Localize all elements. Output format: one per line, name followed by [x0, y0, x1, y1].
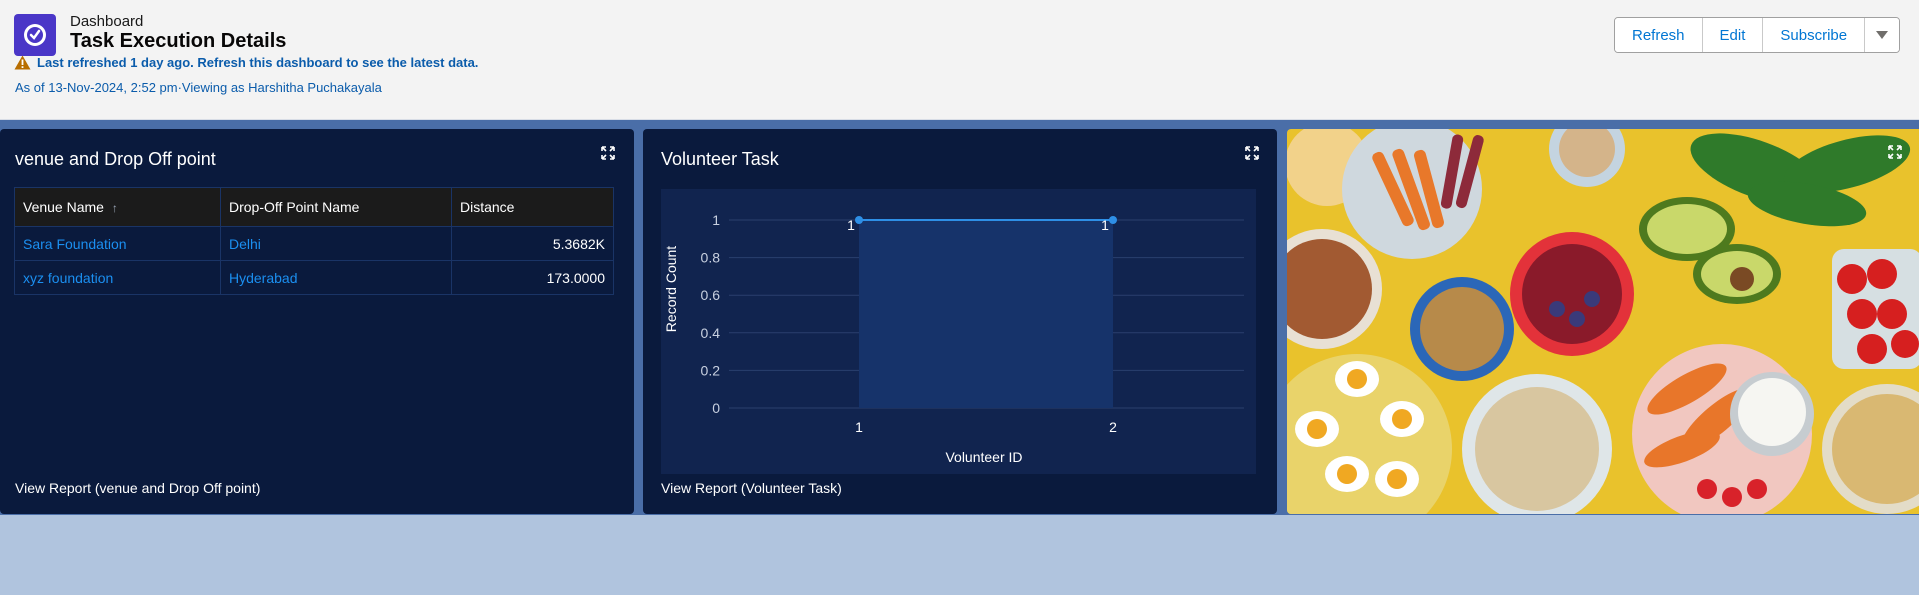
x-tick-label: 2: [1109, 419, 1117, 435]
data-point[interactable]: [855, 216, 863, 224]
header-actions: Refresh Edit Subscribe: [1614, 17, 1901, 53]
y-tick-label: 0.2: [701, 362, 721, 378]
volunteer-task-card: Volunteer Task 1 1 1 0.8 0.6 0.4 0.2 0 1 2 Volu…: [643, 129, 1277, 514]
venue-cell[interactable]: xyz foundation: [14, 260, 221, 295]
dropoff-cell[interactable]: Hyderabad: [220, 260, 452, 295]
x-axis-label: Volunteer ID: [945, 449, 1022, 465]
dashboard-gauge-icon: [14, 14, 56, 56]
expand-icon[interactable]: [1245, 146, 1259, 160]
breadcrumb[interactable]: Dashboard: [70, 13, 144, 30]
distance-cell: 5.3682K: [451, 226, 614, 261]
venue-dropoff-card: venue and Drop Off point Venue Name ↑ Dr…: [0, 129, 634, 514]
data-label: 1: [847, 217, 855, 233]
column-header-dropoff[interactable]: Drop-Off Point Name: [220, 187, 452, 227]
x-tick-label: 1: [855, 419, 863, 435]
refresh-warning: Last refreshed 1 day ago. Refresh this d…: [14, 55, 478, 70]
column-header-distance[interactable]: Distance: [451, 187, 614, 227]
table-row: xyz foundation Hyderabad 173.0000: [14, 260, 614, 295]
warning-icon: [14, 55, 31, 70]
y-axis-label: Record Count: [663, 246, 679, 332]
table-row: Sara Foundation Delhi 5.3682K: [14, 226, 614, 261]
card-title: Volunteer Task: [661, 149, 779, 169]
y-tick-label: 0: [712, 400, 720, 416]
edit-button[interactable]: Edit: [1702, 18, 1764, 52]
chevron-down-icon: [1876, 31, 1889, 39]
distance-cell: 173.0000: [451, 260, 614, 295]
expand-icon[interactable]: [601, 146, 615, 160]
refresh-button[interactable]: Refresh: [1615, 18, 1703, 52]
view-report-link[interactable]: View Report (Volunteer Task): [661, 480, 842, 496]
venue-cell[interactable]: Sara Foundation: [14, 226, 221, 261]
dashboard-header: Dashboard Task Execution Details Last re…: [0, 0, 1919, 120]
food-image: [1287, 129, 1919, 514]
y-tick-label: 0.8: [701, 250, 721, 266]
dropoff-cell[interactable]: Delhi: [220, 226, 452, 261]
view-report-link[interactable]: View Report (venue and Drop Off point): [15, 480, 261, 496]
table-header-row: Venue Name ↑ Drop-Off Point Name Distanc…: [14, 187, 614, 227]
page-title: Task Execution Details: [70, 30, 287, 52]
y-tick-label: 1: [712, 212, 720, 228]
area-fill: [859, 220, 1113, 408]
data-label: 1: [1101, 217, 1109, 233]
volunteer-task-chart: 1 1 1 0.8 0.6 0.4 0.2 0 1 2 Volunteer ID Record…: [661, 189, 1256, 474]
venue-table: Venue Name ↑ Drop-Off Point Name Distanc…: [14, 187, 614, 295]
column-header-venue[interactable]: Venue Name ↑: [14, 187, 221, 227]
more-actions-button[interactable]: [1865, 18, 1900, 52]
expand-icon[interactable]: [1888, 145, 1902, 159]
subscribe-button[interactable]: Subscribe: [1763, 18, 1866, 52]
y-tick-label: 0.6: [701, 287, 721, 303]
warning-text: Last refreshed 1 day ago. Refresh this d…: [37, 55, 479, 70]
as-of-viewing-as: As of 13-Nov-2024, 2:52 pm·Viewing as Ha…: [15, 80, 382, 95]
sort-ascending-icon: ↑: [111, 201, 118, 215]
data-point[interactable]: [1109, 216, 1117, 224]
y-tick-label: 0.4: [701, 325, 721, 341]
card-title: venue and Drop Off point: [15, 149, 216, 169]
